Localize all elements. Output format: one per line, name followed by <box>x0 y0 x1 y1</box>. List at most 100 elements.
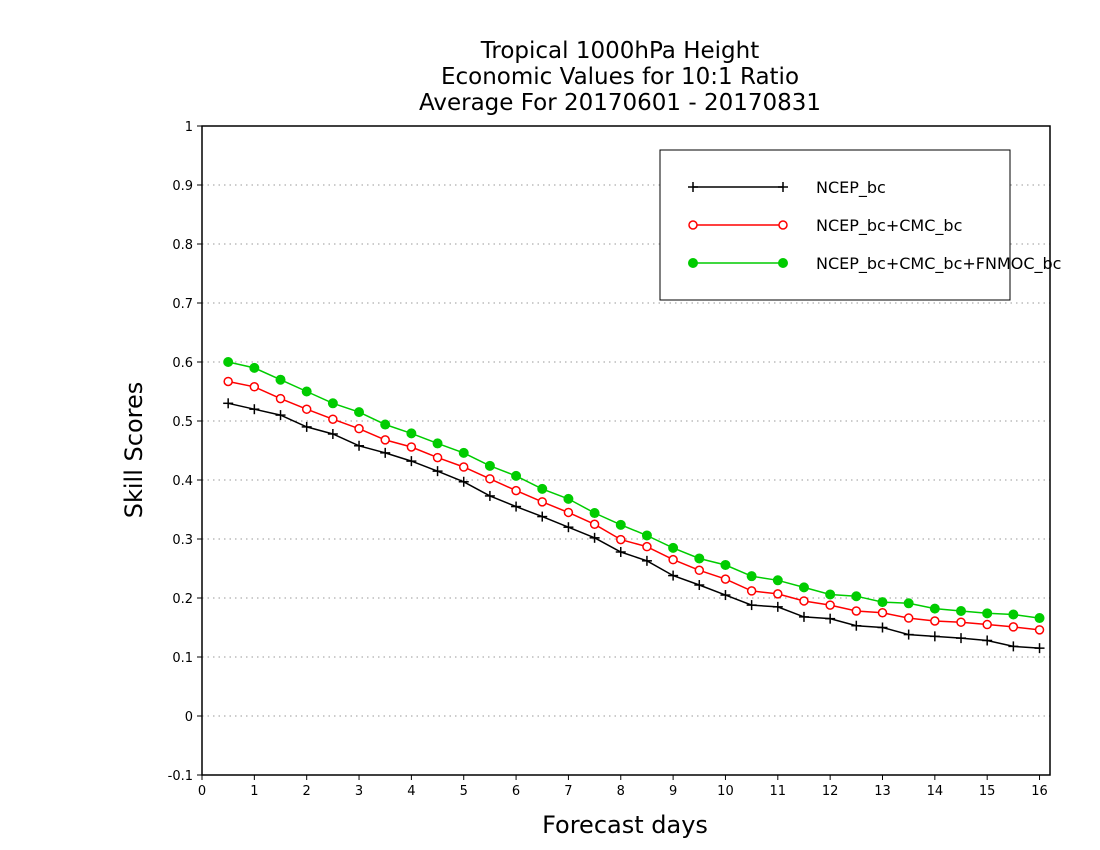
data-point <box>694 580 705 591</box>
series-2 <box>223 376 1045 635</box>
data-point <box>275 393 286 404</box>
data-point <box>694 553 705 564</box>
chart-title-line-1: Tropical 1000hPa Height <box>480 38 760 64</box>
data-point <box>589 532 600 543</box>
x-tick-label: 16 <box>1031 784 1048 799</box>
data-point <box>746 600 757 611</box>
data-point <box>929 631 940 642</box>
data-point <box>328 414 338 424</box>
data-point <box>406 442 417 452</box>
data-point <box>380 447 391 458</box>
data-point <box>746 586 757 596</box>
legend-label: NCEP_bc <box>816 178 886 198</box>
data-point <box>406 428 417 439</box>
data-point <box>432 452 443 463</box>
data-point <box>642 541 652 552</box>
data-point <box>275 374 286 385</box>
data-point <box>484 460 495 471</box>
data-point <box>668 542 679 553</box>
x-tick-label: 15 <box>979 784 996 799</box>
data-point <box>537 497 547 507</box>
data-point <box>563 507 574 518</box>
data-point <box>1008 622 1019 632</box>
x-tick-label: 12 <box>822 784 839 799</box>
legend-item: NCEP_bc+CMC_bc+FNMOC_bc <box>688 254 1061 274</box>
chart-title-line-3: Average For 20170601 - 20170831 <box>419 90 821 116</box>
data-point <box>511 485 521 496</box>
data-point <box>825 589 836 600</box>
gridlines <box>202 184 1050 717</box>
data-point <box>720 559 731 570</box>
series-line <box>228 402 1040 649</box>
x-tick-label: 13 <box>874 784 891 799</box>
y-axis: -0.1 0 0.1 0.2 0.3 0.4 0.5 0.6 0.7 0.8 0.9 1 <box>168 120 202 784</box>
data-point <box>223 357 234 367</box>
data-point <box>327 398 338 409</box>
data-point <box>1034 625 1045 635</box>
y-tick-label: 0.5 <box>172 415 193 430</box>
y-tick-label: 0.4 <box>172 474 193 489</box>
legend-marker <box>688 258 698 268</box>
data-point <box>249 382 260 392</box>
data-point <box>929 603 940 614</box>
series-3 <box>223 357 1045 624</box>
data-point <box>511 470 522 481</box>
data-point <box>615 546 626 557</box>
x-axis-title: Forecast days <box>542 811 708 839</box>
data-point <box>903 629 914 640</box>
x-tick-label: 2 <box>303 784 311 799</box>
data-point <box>301 404 312 414</box>
x-axis: 0 1 2 3 4 5 6 7 8 9 10 11 12 13 14 15 16 <box>198 775 1048 799</box>
y-tick-label: 0.1 <box>172 651 193 666</box>
x-tick-label: 11 <box>770 784 787 799</box>
data-point <box>982 619 992 630</box>
legend-label: NCEP_bc+CMC_bc <box>816 216 962 236</box>
data-point <box>301 386 312 397</box>
y-tick-label: 0.6 <box>172 356 193 371</box>
legend-marker <box>778 258 788 268</box>
data-point <box>903 598 914 609</box>
data-point <box>1034 643 1045 654</box>
y-tick-label: 0.3 <box>172 533 193 548</box>
x-tick-label: 0 <box>198 784 206 799</box>
data-point <box>956 605 967 616</box>
data-point <box>851 591 862 602</box>
data-point <box>720 574 731 584</box>
data-point <box>641 555 652 566</box>
data-point <box>877 622 888 633</box>
data-point <box>406 456 417 467</box>
x-tick-label: 4 <box>407 784 415 799</box>
data-point <box>432 466 443 477</box>
data-point <box>930 616 940 626</box>
y-tick-label: 0.2 <box>172 592 193 607</box>
data-point <box>982 608 993 619</box>
data-point <box>458 447 469 458</box>
x-tick-label: 7 <box>564 784 572 799</box>
x-tick-label: 6 <box>512 784 520 799</box>
data-point <box>301 421 312 432</box>
data-point <box>432 438 443 449</box>
data-point <box>720 590 731 601</box>
y-tick-label: 0.9 <box>172 179 193 194</box>
data-point <box>641 530 652 541</box>
data-point <box>223 398 234 409</box>
data-point <box>956 633 967 644</box>
data-point <box>798 611 809 622</box>
data-point <box>354 440 365 451</box>
legend-item: NCEP_bc+CMC_bc <box>688 216 962 236</box>
x-tick-label: 10 <box>717 784 734 799</box>
y-tick-label: -0.1 <box>168 769 193 784</box>
legend-marker <box>688 182 698 192</box>
data-point <box>537 511 548 522</box>
plot-frame <box>201 125 1051 776</box>
data-point <box>511 501 522 512</box>
y-axis-title: Skill Scores <box>120 382 148 519</box>
x-tick-label: 5 <box>460 784 468 799</box>
x-tick-label: 9 <box>669 784 677 799</box>
series-layer <box>223 357 1045 654</box>
chart-title-line-2: Economic Values for 10:1 Ratio <box>441 64 799 90</box>
data-point <box>1008 641 1019 652</box>
series-line <box>228 380 1040 631</box>
x-tick-label: 14 <box>927 784 944 799</box>
data-point <box>616 534 626 545</box>
